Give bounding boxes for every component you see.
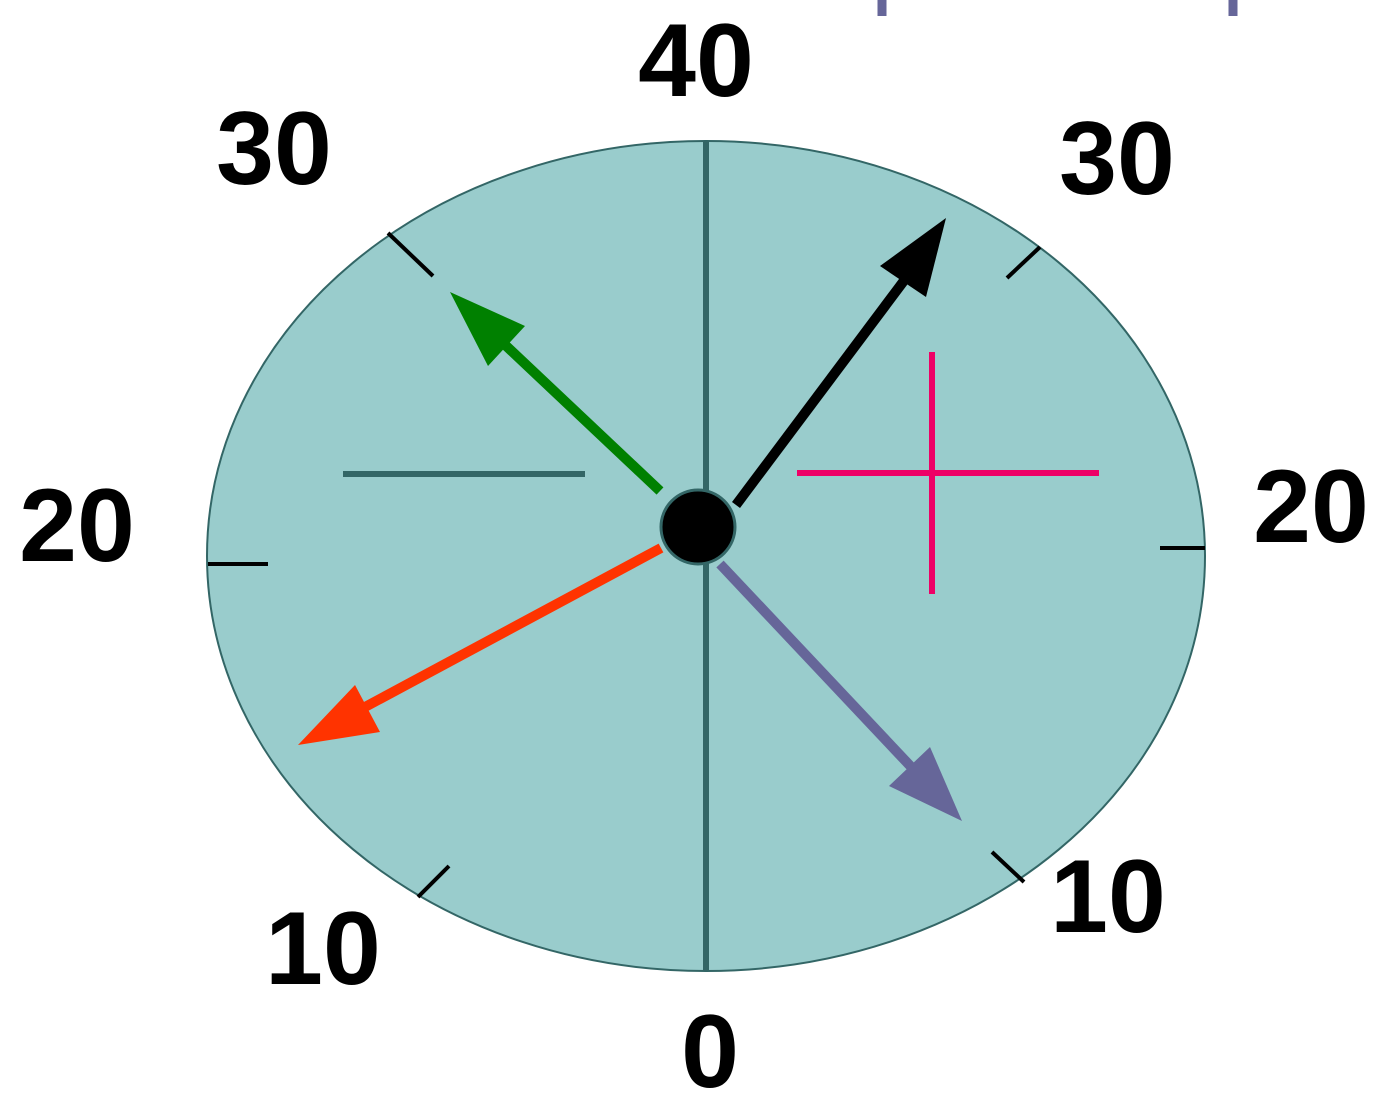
label-bottom: 0 — [681, 994, 739, 1098]
label-upper-left: 30 — [216, 91, 332, 207]
label-upper-right: 30 — [1059, 101, 1175, 217]
label-left: 20 — [19, 468, 135, 584]
tick-lower-left — [416, 864, 451, 899]
label-right: 20 — [1253, 449, 1369, 565]
label-lower-right: 10 — [1050, 839, 1166, 955]
arrow-red — [298, 543, 664, 745]
dial-hub — [659, 488, 737, 566]
tick-upper-left — [386, 231, 435, 278]
tick-lower-right — [990, 850, 1026, 884]
arrow-black — [731, 218, 946, 508]
label-top: 40 — [638, 3, 754, 119]
tick-upper-right — [1005, 245, 1042, 280]
plus-sign — [797, 352, 1099, 594]
arrow-purple — [716, 560, 962, 821]
label-lower-left: 10 — [265, 891, 381, 1007]
arrow-green — [450, 292, 664, 495]
